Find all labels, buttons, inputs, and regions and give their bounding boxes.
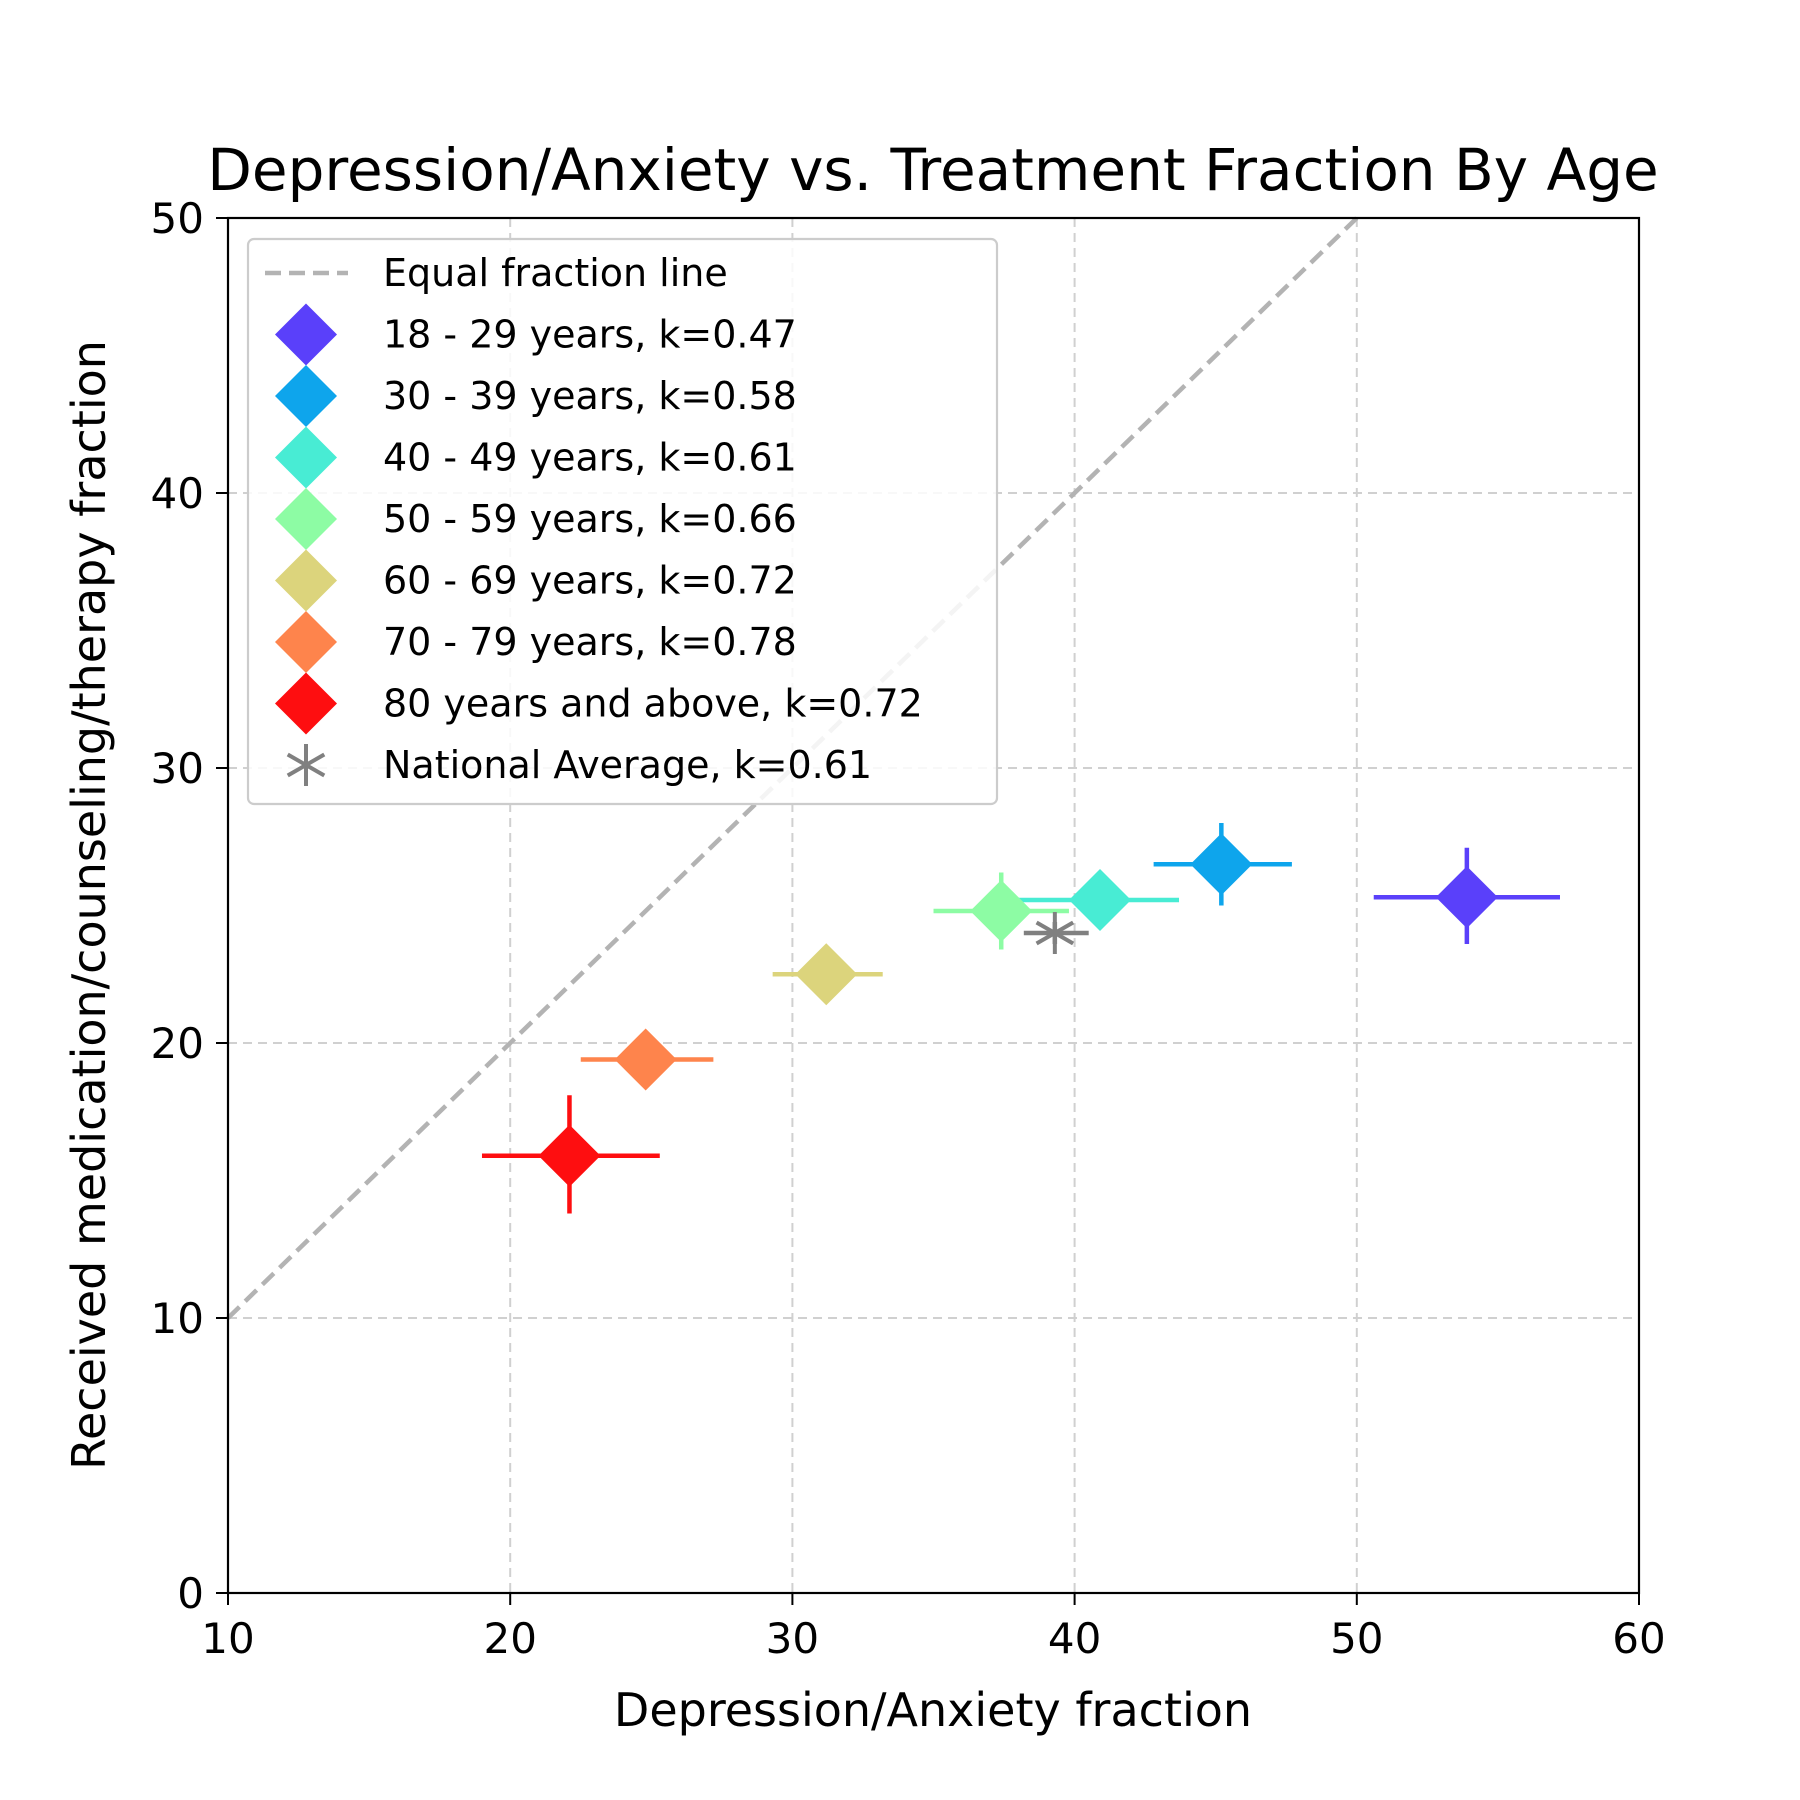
data-marker-diamond [1435, 866, 1498, 929]
point-50-59-years-k-0-66 [933, 872, 1069, 950]
legend-label: Equal fraction line [383, 251, 728, 295]
legend-label: 40 - 49 years, k=0.61 [383, 436, 797, 480]
legend-diamond-swatch [275, 611, 337, 673]
point-80-years-and-above-k-0-72 [481, 1095, 660, 1214]
data-marker-diamond [970, 880, 1033, 942]
x-tick-label: 20 [483, 1614, 536, 1663]
legend-diamond-swatch [275, 488, 337, 550]
legend-label: 60 - 69 years, k=0.72 [383, 559, 797, 603]
data-marker-diamond [538, 1124, 601, 1187]
data-marker-diamond [795, 943, 858, 1006]
data-points [481, 823, 1560, 1214]
legend-label: 50 - 59 years, k=0.66 [383, 497, 797, 541]
data-marker-diamond [1068, 869, 1131, 931]
y-tick-label: 10 [151, 1294, 204, 1343]
chart-title: Depression/Anxiety vs. Treatment Fractio… [207, 136, 1658, 204]
legend-label: 30 - 39 years, k=0.58 [383, 374, 797, 418]
point-70-79-years-k-0-78 [580, 1028, 714, 1091]
point-national-average-k-0-61 [1023, 912, 1089, 954]
x-tick-label: 60 [1612, 1614, 1665, 1663]
x-axis-ticks: 10 20 30 40 50 60 [201, 1593, 1666, 1663]
legend-frame [246, 237, 999, 806]
legend-diamond-swatch [275, 549, 337, 612]
legend-item: 70 - 79 years, k=0.78 [275, 611, 797, 673]
data-marker-star [1035, 912, 1075, 954]
star-stroke [1035, 920, 1075, 946]
y-tick-label: 20 [151, 1019, 204, 1068]
legend-diamond-swatch [275, 303, 337, 366]
legend-diamond-swatch [275, 365, 337, 427]
data-marker-diamond [614, 1028, 677, 1091]
point-60-69-years-k-0-72 [772, 943, 883, 1006]
point-40-49-years-k-0-61 [1018, 869, 1180, 931]
legend-star-swatch [286, 744, 326, 786]
y-tick-label: 50 [151, 194, 204, 243]
legend-label: 70 - 79 years, k=0.78 [383, 620, 797, 664]
y-tick-label: 30 [151, 744, 204, 793]
point-18-29-years-k-0-47 [1373, 847, 1560, 944]
x-axis-label: Depression/Anxiety fraction [614, 1683, 1252, 1737]
legend-item: 50 - 59 years, k=0.66 [275, 488, 797, 550]
legend-item: Equal fraction line [265, 251, 728, 295]
y-tick-label: 0 [177, 1569, 204, 1618]
star-stroke [286, 752, 326, 778]
legend-item: National Average, k=0.61 [286, 743, 872, 787]
y-axis-label: Received medication/counseling/therapy f… [62, 340, 116, 1470]
data-marker-diamond [1190, 833, 1253, 896]
legend-label: 18 - 29 years, k=0.47 [383, 313, 797, 357]
y-tick-label: 40 [151, 469, 204, 518]
x-tick-label: 10 [201, 1614, 254, 1663]
legend-diamond-swatch [275, 672, 337, 735]
legend-label: National Average, k=0.61 [383, 743, 872, 787]
plot-frame [226, 216, 1641, 1595]
legend-label: 80 years and above, k=0.72 [383, 682, 923, 726]
legend-diamond-swatch [275, 426, 337, 489]
legend-item: 60 - 69 years, k=0.72 [275, 549, 797, 612]
legend-item: 18 - 29 years, k=0.47 [275, 303, 797, 366]
legend: Equal fraction line 18 - 29 years, k=0.47… [246, 237, 999, 806]
point-30-39-years-k-0-58 [1153, 823, 1292, 906]
x-tick-label: 40 [1048, 1614, 1101, 1663]
legend-item: 80 years and above, k=0.72 [275, 672, 923, 735]
x-tick-label: 50 [1330, 1614, 1383, 1663]
x-tick-label: 30 [766, 1614, 819, 1663]
legend-item: 30 - 39 years, k=0.58 [275, 365, 797, 427]
legend-item: 40 - 49 years, k=0.61 [275, 426, 797, 489]
y-axis-ticks: 0 10 20 30 40 50 [151, 194, 228, 1618]
